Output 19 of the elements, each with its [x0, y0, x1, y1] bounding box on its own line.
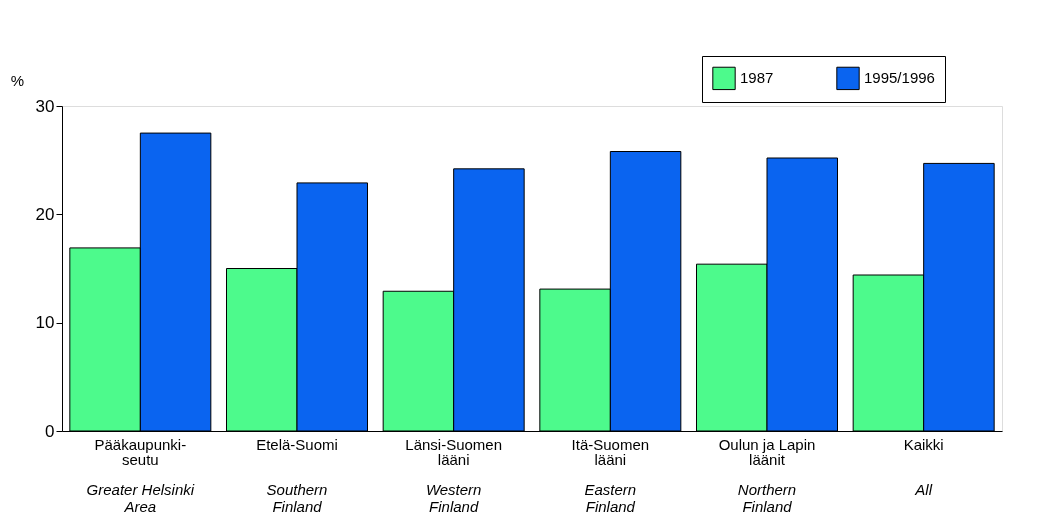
legend-label: 1987 [740, 69, 774, 87]
y-tick-label: 20 [35, 204, 55, 224]
legend-label: 1995/1996 [864, 69, 935, 87]
x-tick-label: Itä-Suomen lääni [571, 435, 650, 468]
x-tick-label: Kaikki [903, 435, 944, 453]
x-tick-label: Oulun ja Lapin läänit [718, 435, 816, 468]
x-tick-label: Länsi-Suomen lääni [405, 435, 503, 468]
y-axis-title: % [10, 71, 25, 89]
y-tick-label: 10 [35, 313, 55, 333]
text: Northern Finland [737, 481, 797, 515]
text: Western Finland [425, 481, 482, 515]
x-tick-label: Etelä-Suomi [256, 435, 338, 453]
text: Eastern Finland [584, 481, 637, 515]
y-tick-label: 30 [35, 96, 55, 116]
text: All [914, 481, 933, 498]
text: Southern Finland [266, 481, 328, 515]
x-tick-label: Pääkaupunki- seutu [94, 435, 187, 468]
text: Greater Helsinki Area [86, 481, 195, 515]
y-tick-label: 0 [45, 421, 55, 441]
